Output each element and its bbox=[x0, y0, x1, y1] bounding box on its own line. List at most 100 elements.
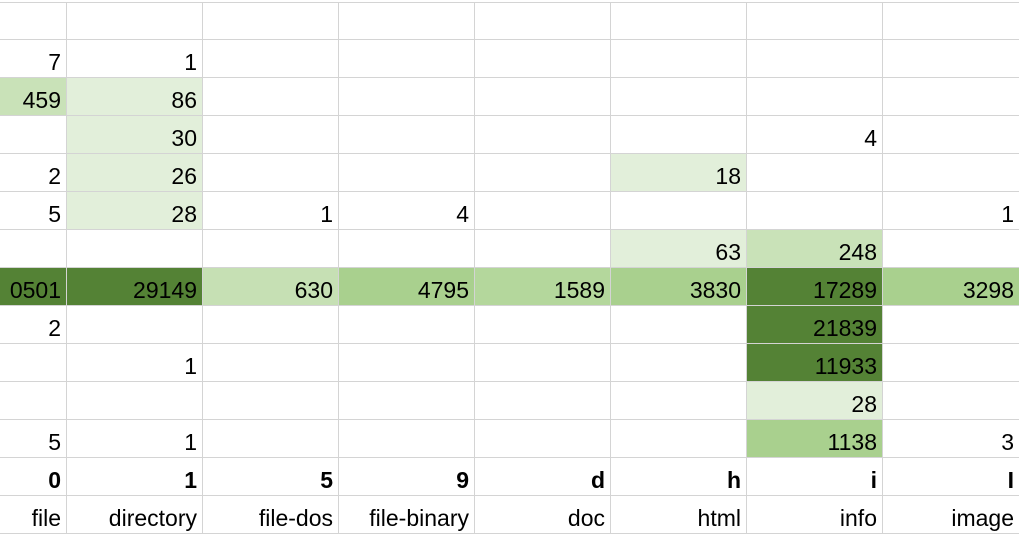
cell[interactable]: 1 bbox=[203, 192, 339, 230]
cell[interactable]: 26 bbox=[67, 154, 203, 192]
cell[interactable] bbox=[67, 230, 203, 268]
cell[interactable] bbox=[747, 40, 883, 78]
cell[interactable]: 4795 bbox=[339, 268, 475, 306]
cell[interactable] bbox=[0, 344, 67, 382]
cell[interactable] bbox=[475, 192, 611, 230]
cell[interactable] bbox=[475, 40, 611, 78]
cell[interactable] bbox=[339, 78, 475, 116]
cell[interactable]: 5 bbox=[0, 192, 67, 230]
cell[interactable]: 0 bbox=[0, 458, 67, 496]
cell[interactable] bbox=[203, 78, 339, 116]
cell[interactable]: 4 bbox=[339, 192, 475, 230]
cell[interactable] bbox=[475, 382, 611, 420]
cell[interactable]: 21839 bbox=[747, 306, 883, 344]
cell[interactable]: 1 bbox=[67, 40, 203, 78]
cell[interactable]: 1138 bbox=[747, 420, 883, 458]
cell[interactable] bbox=[339, 40, 475, 78]
cell[interactable]: 2 bbox=[0, 306, 67, 344]
cell[interactable] bbox=[475, 2, 611, 40]
cell[interactable]: directory bbox=[67, 496, 203, 534]
cell[interactable] bbox=[203, 116, 339, 154]
cell[interactable] bbox=[67, 2, 203, 40]
cell[interactable] bbox=[203, 420, 339, 458]
cell[interactable] bbox=[747, 78, 883, 116]
cell[interactable] bbox=[203, 230, 339, 268]
cell[interactable] bbox=[339, 306, 475, 344]
cell[interactable]: 1 bbox=[67, 344, 203, 382]
cell[interactable]: 1589 bbox=[475, 268, 611, 306]
cell[interactable]: html bbox=[611, 496, 747, 534]
cell[interactable] bbox=[339, 154, 475, 192]
cell[interactable] bbox=[339, 2, 475, 40]
cell[interactable]: d bbox=[475, 458, 611, 496]
cell[interactable] bbox=[339, 420, 475, 458]
cell[interactable]: 7 bbox=[0, 40, 67, 78]
cell[interactable]: 29149 bbox=[67, 268, 203, 306]
cell[interactable] bbox=[747, 154, 883, 192]
cell[interactable] bbox=[611, 382, 747, 420]
cell[interactable] bbox=[339, 230, 475, 268]
cell[interactable]: 17289 bbox=[747, 268, 883, 306]
cell[interactable] bbox=[611, 420, 747, 458]
cell[interactable] bbox=[339, 344, 475, 382]
cell[interactable]: 9 bbox=[339, 458, 475, 496]
cell[interactable]: 1 bbox=[67, 458, 203, 496]
cell[interactable]: 0501 bbox=[0, 268, 67, 306]
cell[interactable] bbox=[0, 382, 67, 420]
cell[interactable] bbox=[883, 116, 1019, 154]
cell[interactable] bbox=[475, 154, 611, 192]
cell[interactable] bbox=[883, 382, 1019, 420]
cell[interactable] bbox=[611, 116, 747, 154]
cell[interactable] bbox=[203, 154, 339, 192]
cell[interactable] bbox=[203, 344, 339, 382]
cell[interactable] bbox=[203, 306, 339, 344]
cell[interactable]: 248 bbox=[747, 230, 883, 268]
cell[interactable] bbox=[475, 78, 611, 116]
cell[interactable] bbox=[203, 40, 339, 78]
cell[interactable] bbox=[611, 78, 747, 116]
cell[interactable]: 459 bbox=[0, 78, 67, 116]
cell[interactable] bbox=[883, 154, 1019, 192]
cell[interactable] bbox=[883, 344, 1019, 382]
cell[interactable]: 63 bbox=[611, 230, 747, 268]
cell[interactable]: h bbox=[611, 458, 747, 496]
cell[interactable]: 28 bbox=[747, 382, 883, 420]
cell[interactable] bbox=[0, 2, 67, 40]
cell[interactable] bbox=[747, 192, 883, 230]
cell[interactable]: info bbox=[747, 496, 883, 534]
cell[interactable]: 30 bbox=[67, 116, 203, 154]
cell[interactable]: 3830 bbox=[611, 268, 747, 306]
cell[interactable] bbox=[475, 306, 611, 344]
cell[interactable]: 1 bbox=[67, 420, 203, 458]
cell[interactable] bbox=[475, 230, 611, 268]
cell[interactable] bbox=[475, 344, 611, 382]
cell[interactable] bbox=[339, 382, 475, 420]
cell[interactable] bbox=[475, 116, 611, 154]
cell[interactable] bbox=[883, 230, 1019, 268]
cell[interactable]: file-binary bbox=[339, 496, 475, 534]
cell[interactable] bbox=[611, 344, 747, 382]
cell[interactable] bbox=[611, 40, 747, 78]
cell[interactable]: file-dos bbox=[203, 496, 339, 534]
cell[interactable] bbox=[883, 306, 1019, 344]
cell[interactable]: 28 bbox=[67, 192, 203, 230]
cell[interactable] bbox=[475, 420, 611, 458]
cell[interactable]: 86 bbox=[67, 78, 203, 116]
cell[interactable] bbox=[611, 2, 747, 40]
cell[interactable] bbox=[203, 2, 339, 40]
cell[interactable]: 4 bbox=[747, 116, 883, 154]
cell[interactable]: 3 bbox=[883, 420, 1019, 458]
cell[interactable]: 2 bbox=[0, 154, 67, 192]
cell[interactable]: i bbox=[747, 458, 883, 496]
cell[interactable] bbox=[339, 116, 475, 154]
cell[interactable] bbox=[883, 40, 1019, 78]
cell[interactable]: 5 bbox=[0, 420, 67, 458]
cell[interactable] bbox=[67, 382, 203, 420]
cell[interactable] bbox=[883, 2, 1019, 40]
cell[interactable] bbox=[0, 116, 67, 154]
cell[interactable]: 18 bbox=[611, 154, 747, 192]
cell[interactable]: doc bbox=[475, 496, 611, 534]
cell[interactable] bbox=[611, 306, 747, 344]
cell[interactable]: 3298 bbox=[883, 268, 1019, 306]
cell[interactable]: file bbox=[0, 496, 67, 534]
